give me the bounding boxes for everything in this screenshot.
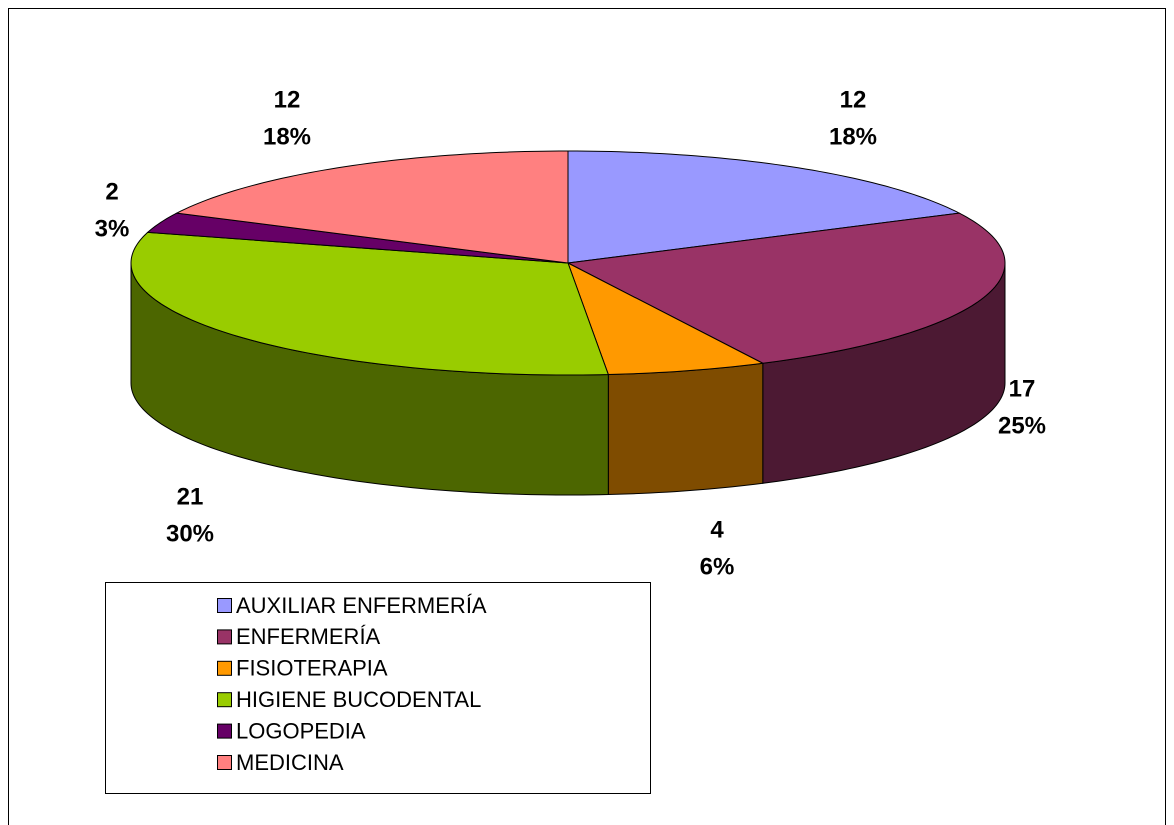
legend-swatch <box>217 723 232 739</box>
data-label: 17 <box>1009 375 1036 402</box>
percent-label: 30% <box>166 520 214 547</box>
slice <box>566 212 1006 364</box>
slice-side <box>607 362 764 496</box>
legend-swatch <box>217 755 232 770</box>
data-label: 2 <box>105 178 118 205</box>
legend-swatch <box>217 660 232 676</box>
percent-label: 6% <box>700 553 735 580</box>
percent-label: 18% <box>263 123 311 150</box>
legend-label: MEDICINA <box>236 750 344 775</box>
legend-label: HIGIENE BUCODENTAL <box>236 687 481 712</box>
percent-label: 3% <box>95 215 130 242</box>
slice <box>146 212 569 264</box>
data-label: 12 <box>840 86 867 113</box>
data-label: 21 <box>177 483 204 510</box>
legend-label: ENFERMERÍA <box>236 624 381 649</box>
slice <box>567 150 961 264</box>
slice <box>130 231 610 376</box>
percent-label: 18% <box>829 123 877 150</box>
data-label: 12 <box>274 86 301 113</box>
legend-label: FISIOTERAPIA <box>236 656 388 681</box>
legend-swatch <box>217 598 232 613</box>
legend-swatch <box>217 629 232 645</box>
legend-swatch <box>217 692 232 708</box>
slice <box>175 150 569 264</box>
data-label: 4 <box>710 516 724 543</box>
percent-label: 25% <box>998 412 1046 439</box>
legend-box <box>105 582 651 794</box>
slice <box>567 261 765 376</box>
legend-label: AUXILIAR ENFERMERÍA <box>236 593 487 618</box>
legend-label: LOGOPEDIA <box>236 718 366 743</box>
